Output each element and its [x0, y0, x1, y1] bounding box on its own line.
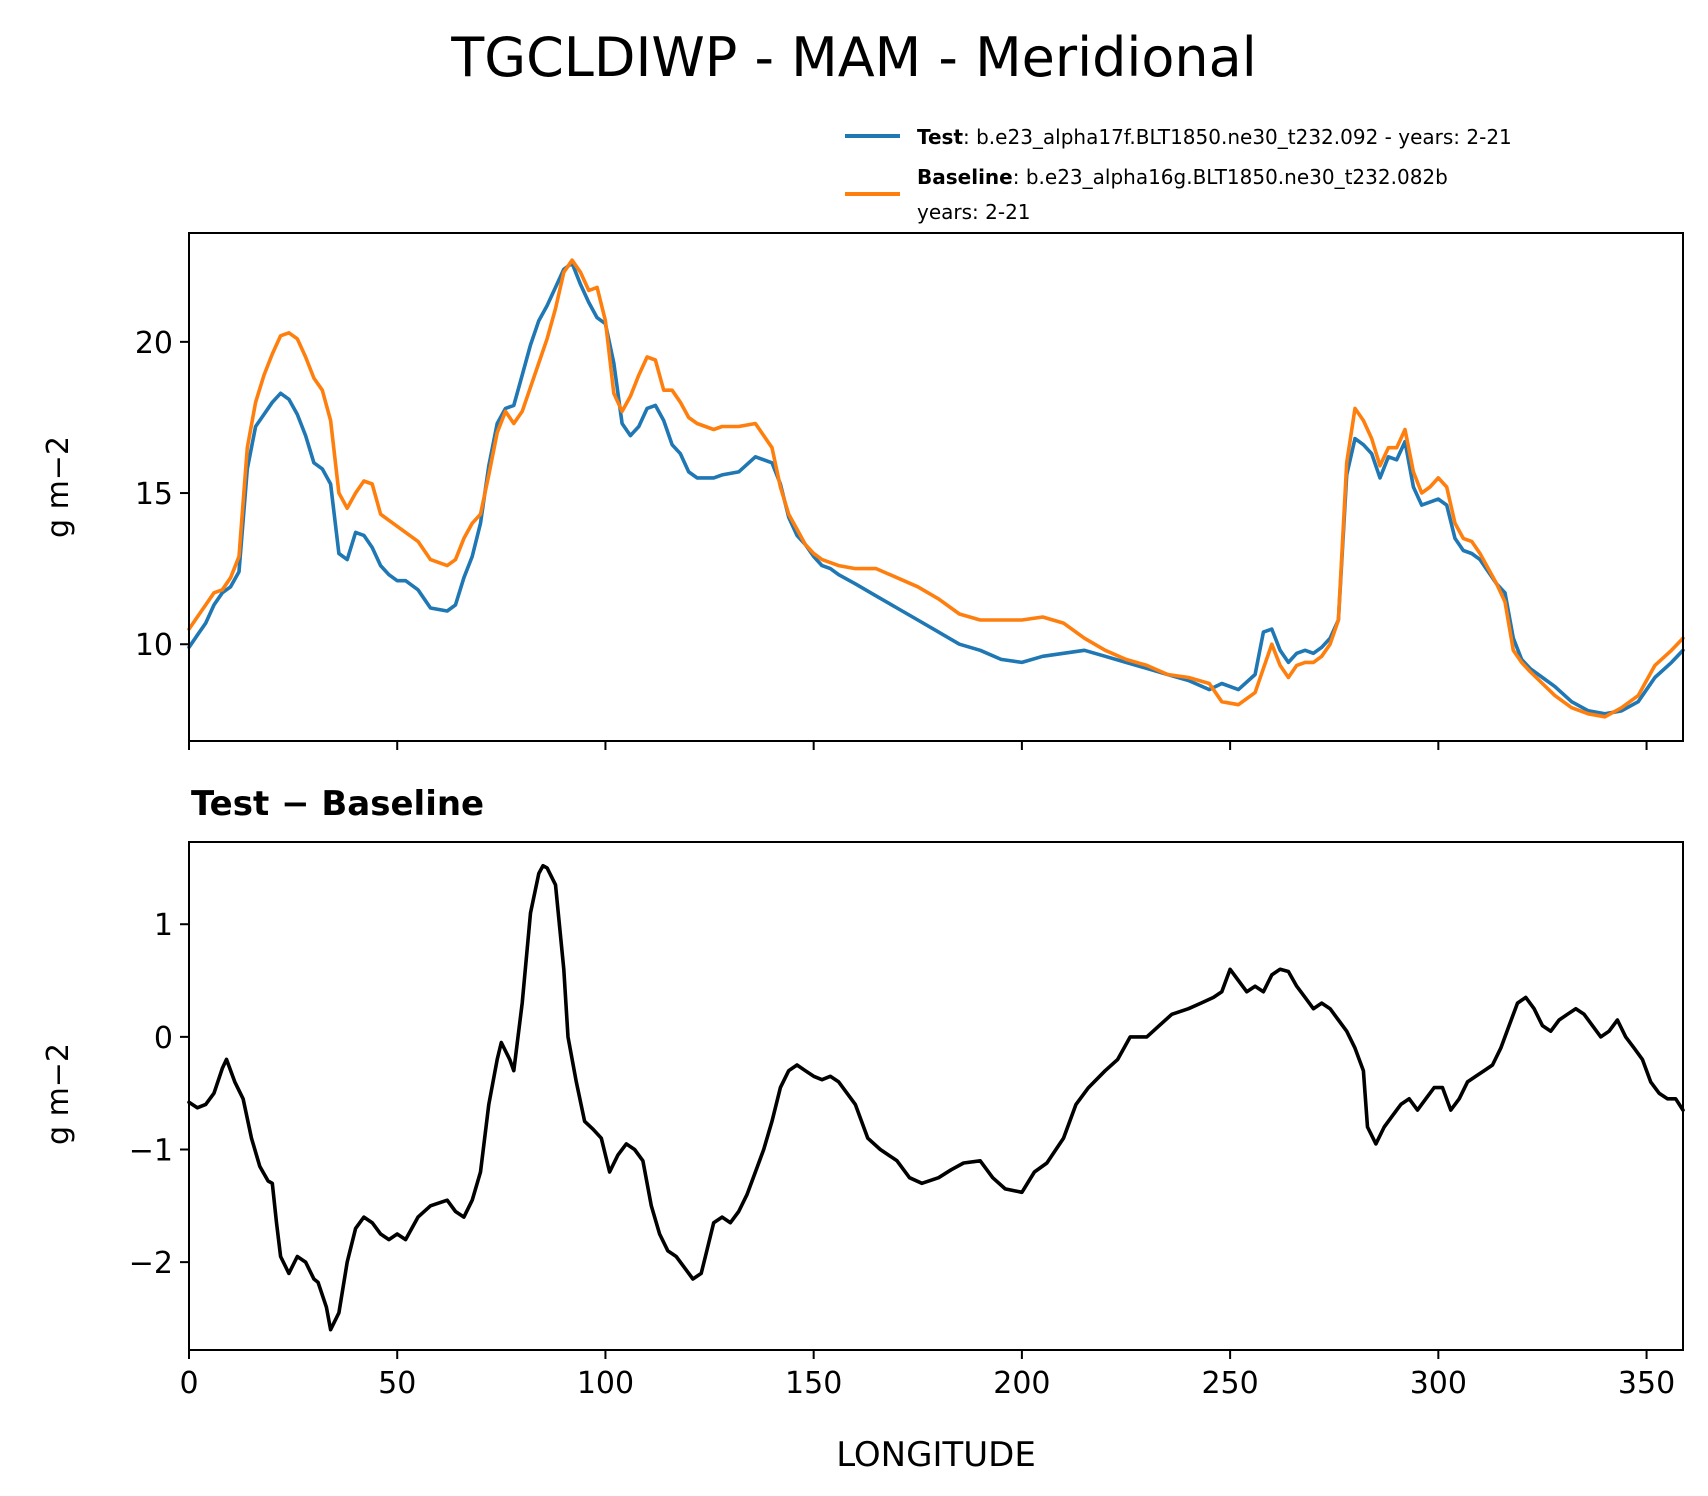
bottom-xtick-label: 150 [785, 1366, 842, 1401]
bottom-xlabel: LONGITUDE [836, 1435, 1036, 1475]
legend-baseline-years: years: 2-21 [917, 200, 1031, 224]
legend-baseline-text: : b.e23_alpha16g.BLT1850.ne30_t232.082b [1013, 165, 1448, 189]
top-ytick-label: 15 [135, 477, 173, 512]
top-yticks: 10 15 20 [135, 326, 189, 663]
legend-baseline-entry: Baseline: b.e23_alpha16g.BLT1850.ne30_t2… [917, 165, 1448, 189]
legend-test-entry: Test: b.e23_alpha17f.BLT1850.ne30_t232.0… [917, 125, 1512, 149]
top-ytick-label: 10 [135, 628, 173, 663]
top-ylabel: g m−2 [41, 436, 76, 538]
bottom-ytick-label: 0 [154, 1021, 173, 1056]
difference-series-line [187, 863, 1685, 1332]
bottom-ylabel: g m−2 [41, 1043, 76, 1145]
bottom-xtick-label: 50 [378, 1366, 416, 1401]
top-xticks [188, 741, 1648, 750]
bottom-ytick-label: 1 [154, 908, 173, 943]
bottom-xtick-label: 100 [577, 1366, 634, 1401]
baseline-series-line [187, 258, 1685, 719]
bottom-lines [187, 863, 1685, 1332]
bottom-yticks: −2 −1 0 1 [129, 908, 189, 1281]
top-plot-frame [188, 232, 1684, 742]
bottom-xtick-label: 250 [1201, 1366, 1258, 1401]
top-lines [187, 258, 1685, 719]
bottom-panel: Test − Baseline g m−2 −2 −1 0 1 0 50 100 150 20… [41, 784, 1685, 1475]
bottom-plot-frame [188, 841, 1684, 1351]
legend-baseline-label: Baseline [917, 165, 1013, 189]
bottom-xtick-label: 350 [1618, 1366, 1675, 1401]
figure-title: TGCLDIWP - MAM - Meridional [450, 26, 1257, 89]
legend-test-label: Test [917, 125, 963, 149]
bottom-ytick-label: −1 [129, 1134, 173, 1169]
legend: Test: b.e23_alpha17f.BLT1850.ne30_t232.0… [845, 125, 1512, 224]
top-ytick-label: 20 [135, 326, 173, 361]
bottom-xticks: 0 50 100 150 200 250 300 350 [179, 1350, 1675, 1401]
top-panel: g m−2 10 15 20 [41, 232, 1685, 750]
legend-test-text: : b.e23_alpha17f.BLT1850.ne30_t232.092 -… [963, 125, 1512, 149]
bottom-xtick-label: 200 [993, 1366, 1050, 1401]
bottom-ytick-label: −2 [129, 1246, 173, 1281]
bottom-panel-title: Test − Baseline [191, 784, 484, 824]
bottom-xtick-label: 0 [179, 1366, 198, 1401]
bottom-xtick-label: 300 [1410, 1366, 1467, 1401]
